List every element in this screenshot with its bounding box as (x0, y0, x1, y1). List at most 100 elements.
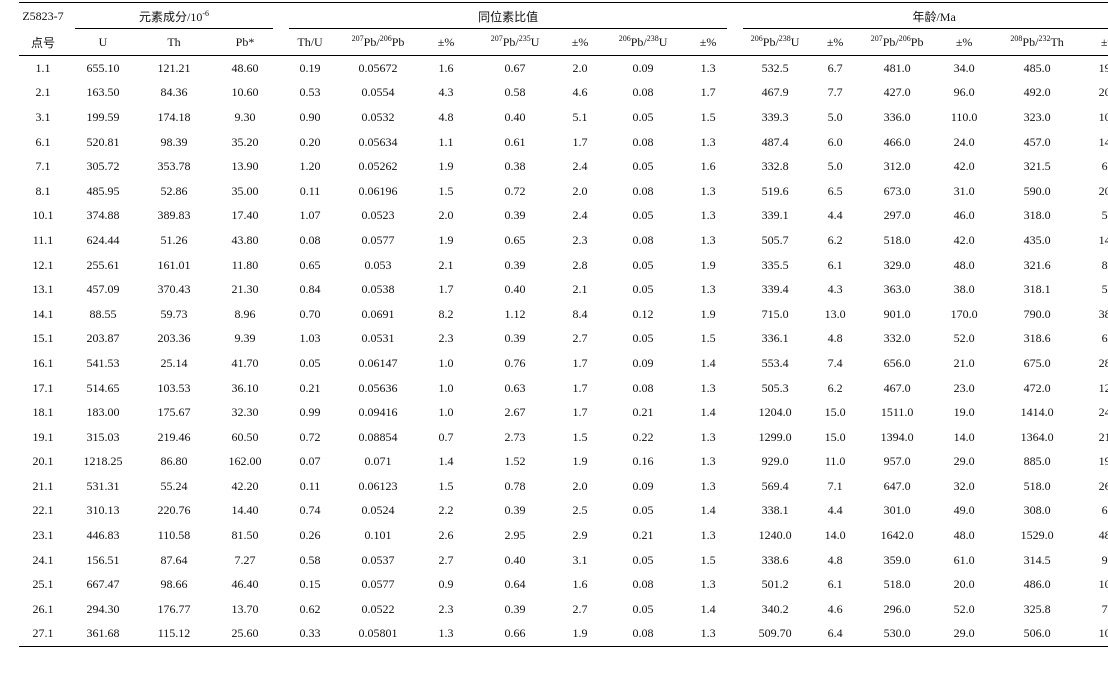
cell-thu: 0.19 (299, 60, 321, 75)
cell-age-207-206: 467.0 (883, 380, 911, 395)
cell-th: 110.58 (157, 528, 191, 543)
cell-err-2: 5.1 (572, 109, 588, 124)
cell-ratio-206-238: 0.16 (632, 454, 654, 469)
cell-age-206-238: 519.6 (761, 183, 789, 198)
col-header-ratio-207-235: 207Pb/235U (475, 29, 556, 56)
cell-ratio-207-206: 0.05672 (358, 60, 398, 75)
cell-ratio-207-206: 0.101 (364, 528, 392, 543)
cell-age-207-206: 297.0 (883, 208, 911, 223)
cell-age-206-238: 339.1 (761, 208, 789, 223)
cell-err-1: 1.5 (438, 183, 454, 198)
cell-u: 255.61 (86, 257, 120, 272)
cell-ratio-207-206: 0.05636 (358, 380, 398, 395)
cell-age-err-3: 24.0 (1098, 405, 1108, 420)
cell-age-208-232: 590.0 (1023, 183, 1051, 198)
cell-pb: 10.60 (231, 85, 259, 100)
cell-age-err-2: 48.0 (953, 528, 975, 543)
cell-ratio-207-235: 0.39 (504, 257, 526, 272)
cell-age-err-3: 12.0 (1098, 380, 1108, 395)
cell-err-1: 0.7 (438, 429, 454, 444)
cell-u: 315.03 (86, 429, 120, 444)
cell-ratio-207-206: 0.0524 (361, 503, 395, 518)
cell-ratio-206-238: 0.09 (632, 478, 654, 493)
cell-point: 17.1 (32, 380, 54, 395)
cell-age-208-232: 472.0 (1023, 380, 1051, 395)
cell-point: 25.1 (32, 577, 54, 592)
group-element-exponent: -6 (202, 8, 210, 18)
cell-age-err-2: 24.0 (953, 134, 975, 149)
cell-err-3: 1.4 (700, 355, 716, 370)
cell-ratio-207-206: 0.0577 (361, 232, 395, 247)
cell-err-3: 1.3 (700, 577, 716, 592)
cell-err-2: 1.9 (572, 454, 588, 469)
cell-th: 98.39 (160, 134, 188, 149)
cell-point: 15.1 (32, 331, 54, 346)
cell-ratio-206-238: 0.05 (632, 208, 654, 223)
col-header-age-err-2: ±% (939, 29, 990, 56)
cell-err-3: 1.3 (700, 232, 716, 247)
cell-age-207-206: 530.0 (883, 626, 911, 641)
cell-ratio-206-238: 0.08 (632, 577, 654, 592)
cell-age-206-238: 1299.0 (758, 429, 792, 444)
cell-age-err-3: 5.7 (1101, 282, 1108, 297)
cell-age-207-206: 312.0 (883, 159, 911, 174)
cell-ratio-207-235: 0.78 (504, 478, 526, 493)
cell-thu: 0.70 (299, 306, 321, 321)
cell-u: 156.51 (86, 552, 120, 567)
cell-point: 12.1 (32, 257, 54, 272)
cell-err-3: 1.3 (700, 282, 716, 297)
cell-age-err-2: 52.0 (953, 331, 975, 346)
col-header-ratio-207-206: 207Pb/206Pb (339, 29, 418, 56)
cell-pb: 11.80 (231, 257, 259, 272)
cell-age-208-232: 506.0 (1023, 626, 1051, 641)
cell-err-1: 1.0 (438, 405, 454, 420)
cell-err-1: 1.6 (438, 60, 454, 75)
cell-age-208-232: 323.0 (1023, 109, 1051, 124)
cell-age-208-232: 318.0 (1023, 208, 1051, 223)
cell-point: 16.1 (32, 355, 54, 370)
col-header-err-2: ±% (555, 29, 606, 56)
cell-err-1: 2.3 (438, 331, 454, 346)
cell-age-206-238: 715.0 (761, 306, 789, 321)
group-header-row: Z5823-7 元素成分/10-6 同位素比值 年龄/Ma (19, 2, 1108, 30)
cell-ratio-207-206: 0.0537 (361, 552, 395, 567)
cell-err-1: 2.3 (438, 601, 454, 616)
cell-ratio-207-206: 0.05634 (358, 134, 398, 149)
cell-age-206-238: 553.4 (761, 355, 789, 370)
cell-err-3: 1.3 (700, 429, 716, 444)
cell-age-err-3: 6.3 (1101, 159, 1108, 174)
cell-thu: 0.11 (299, 478, 321, 493)
cell-th: 98.66 (160, 577, 188, 592)
cell-ratio-206-238: 0.21 (632, 528, 654, 543)
cell-err-3: 1.3 (700, 528, 716, 543)
cell-u: 485.95 (86, 183, 120, 198)
cell-pb: 36.10 (231, 380, 259, 395)
cell-age-err-1: 7.7 (827, 85, 843, 100)
cell-thu: 1.20 (299, 159, 321, 174)
cell-age-err-2: 32.0 (953, 478, 975, 493)
cell-u: 667.47 (86, 577, 120, 592)
cell-age-206-238: 335.5 (761, 257, 789, 272)
cell-ratio-207-206: 0.05262 (358, 159, 398, 174)
cell-age-208-232: 485.0 (1023, 60, 1051, 75)
cell-age-208-232: 318.1 (1023, 282, 1051, 297)
cell-err-3: 1.6 (700, 159, 716, 174)
cell-th: 176.77 (157, 601, 191, 616)
cell-point: 22.1 (32, 503, 54, 518)
cell-age-207-206: 296.0 (883, 601, 911, 616)
cell-age-err-2: 52.0 (953, 601, 975, 616)
cell-age-208-232: 675.0 (1023, 355, 1051, 370)
cell-pb: 9.30 (234, 109, 256, 124)
cell-thu: 0.11 (299, 183, 321, 198)
table-row: 2.1 163.50 84.36 10.60 0.53 0.0554 4.3 0.58 4.6 0… (19, 81, 1108, 106)
cell-age-err-3: 7.7 (1101, 601, 1108, 616)
cell-age-err-3: 26.0 (1098, 478, 1108, 493)
cell-age-err-2: 96.0 (953, 85, 975, 100)
cell-age-err-3: 14.0 (1098, 134, 1108, 149)
cell-age-err-2: 48.0 (953, 257, 975, 272)
cell-err-2: 3.1 (572, 552, 588, 567)
cell-err-2: 1.7 (572, 380, 588, 395)
cell-age-208-232: 1364.0 (1020, 429, 1054, 444)
table-row: 18.1 183.00 175.67 32.30 0.99 0.09416 1.0 2.67 1… (19, 400, 1108, 425)
cell-err-2: 1.9 (572, 626, 588, 641)
